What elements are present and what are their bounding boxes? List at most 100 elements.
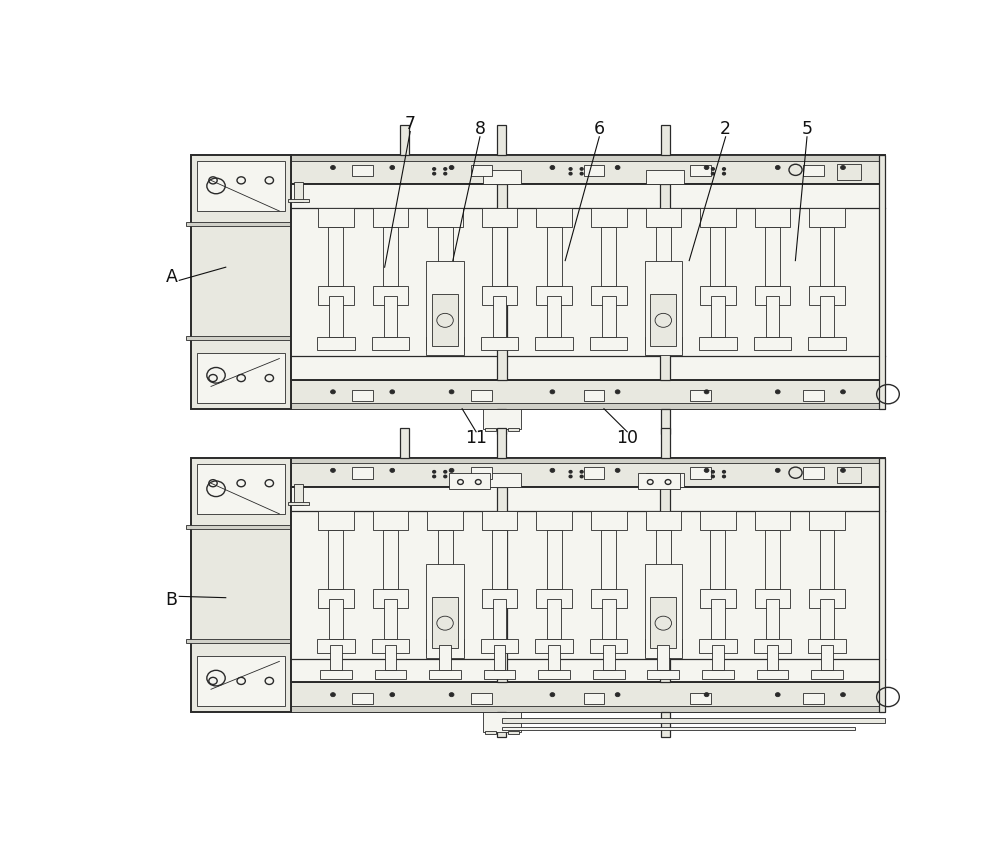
Circle shape bbox=[711, 168, 714, 170]
Bar bbox=[710, 530, 725, 589]
Bar bbox=[191, 156, 291, 409]
Circle shape bbox=[449, 693, 454, 697]
Bar bbox=[547, 296, 561, 337]
Bar bbox=[482, 510, 517, 530]
Bar bbox=[755, 510, 790, 530]
Bar bbox=[318, 589, 354, 608]
Bar bbox=[482, 208, 517, 227]
Bar bbox=[482, 286, 517, 305]
Bar bbox=[535, 640, 573, 653]
Bar bbox=[471, 390, 492, 402]
Circle shape bbox=[444, 470, 447, 473]
Text: 5: 5 bbox=[802, 120, 812, 138]
Bar bbox=[645, 640, 682, 653]
Bar bbox=[646, 510, 681, 530]
Bar bbox=[186, 525, 291, 529]
Bar bbox=[811, 670, 843, 679]
Circle shape bbox=[615, 390, 620, 394]
Bar bbox=[508, 731, 519, 734]
Bar bbox=[186, 640, 291, 643]
Circle shape bbox=[433, 470, 436, 473]
Bar bbox=[645, 262, 682, 355]
Circle shape bbox=[331, 469, 335, 472]
Bar bbox=[809, 589, 845, 608]
Bar bbox=[485, 428, 496, 432]
Bar bbox=[591, 208, 627, 227]
Bar bbox=[820, 227, 834, 286]
Bar bbox=[700, 286, 736, 305]
Circle shape bbox=[615, 469, 620, 472]
Bar bbox=[765, 530, 780, 589]
Bar bbox=[591, 510, 627, 530]
Bar bbox=[197, 463, 285, 514]
Bar bbox=[291, 706, 885, 711]
Circle shape bbox=[444, 168, 447, 170]
Bar bbox=[191, 458, 291, 711]
Bar bbox=[754, 337, 791, 351]
Bar bbox=[661, 409, 670, 434]
Bar bbox=[483, 474, 521, 487]
Text: 6: 6 bbox=[594, 120, 605, 138]
Circle shape bbox=[615, 166, 620, 169]
Bar bbox=[427, 208, 463, 227]
Bar bbox=[318, 510, 354, 530]
Bar bbox=[483, 409, 521, 429]
Bar bbox=[291, 682, 885, 711]
Bar bbox=[471, 165, 492, 176]
Bar bbox=[820, 598, 834, 640]
Text: B: B bbox=[166, 591, 178, 609]
Bar bbox=[584, 165, 604, 176]
Bar bbox=[584, 468, 604, 479]
Bar bbox=[766, 296, 779, 337]
Bar bbox=[591, 286, 627, 305]
Bar bbox=[427, 510, 463, 530]
Text: 2: 2 bbox=[720, 120, 731, 138]
Circle shape bbox=[433, 173, 436, 175]
Bar bbox=[646, 170, 684, 185]
Bar bbox=[294, 484, 303, 504]
Bar bbox=[661, 428, 670, 458]
Bar bbox=[590, 337, 627, 351]
Bar bbox=[602, 598, 616, 640]
Bar bbox=[330, 646, 342, 670]
Circle shape bbox=[390, 693, 395, 697]
Bar bbox=[767, 646, 778, 670]
Bar bbox=[590, 640, 627, 653]
Bar bbox=[318, 208, 354, 227]
Circle shape bbox=[711, 475, 714, 478]
Circle shape bbox=[569, 470, 572, 473]
Bar bbox=[584, 390, 604, 402]
Bar bbox=[808, 337, 846, 351]
Bar bbox=[656, 296, 670, 337]
Circle shape bbox=[711, 173, 714, 175]
Bar bbox=[647, 670, 679, 679]
Bar bbox=[837, 467, 861, 483]
Bar bbox=[288, 199, 309, 203]
Circle shape bbox=[723, 168, 725, 170]
Circle shape bbox=[569, 173, 572, 175]
Bar bbox=[650, 597, 676, 648]
Circle shape bbox=[841, 390, 845, 394]
Bar bbox=[400, 428, 409, 458]
Bar bbox=[197, 656, 285, 706]
Circle shape bbox=[841, 166, 845, 169]
Circle shape bbox=[580, 173, 583, 175]
Bar bbox=[699, 640, 737, 653]
Bar bbox=[291, 404, 885, 409]
Bar bbox=[197, 353, 285, 404]
Bar bbox=[808, 640, 846, 653]
Bar bbox=[536, 589, 572, 608]
Bar bbox=[660, 487, 670, 682]
Bar bbox=[646, 589, 681, 608]
Bar bbox=[291, 487, 885, 682]
Bar bbox=[700, 510, 736, 530]
Circle shape bbox=[841, 693, 845, 697]
Bar bbox=[294, 181, 303, 202]
Bar bbox=[593, 670, 625, 679]
Bar bbox=[320, 670, 352, 679]
Bar bbox=[602, 296, 616, 337]
Bar bbox=[291, 487, 885, 491]
Bar bbox=[449, 473, 490, 489]
Bar bbox=[482, 589, 517, 608]
Bar bbox=[547, 530, 562, 589]
